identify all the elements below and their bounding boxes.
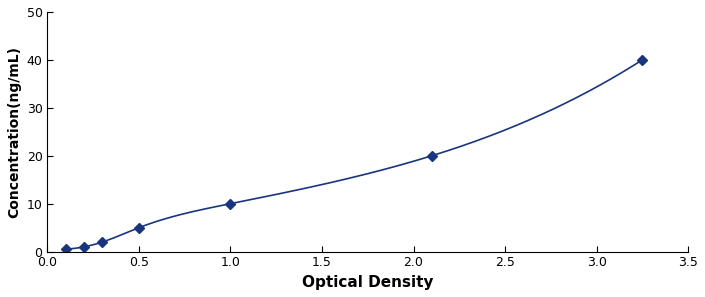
Y-axis label: Concentration(ng/mL): Concentration(ng/mL) (7, 46, 21, 218)
X-axis label: Optical Density: Optical Density (302, 275, 434, 290)
